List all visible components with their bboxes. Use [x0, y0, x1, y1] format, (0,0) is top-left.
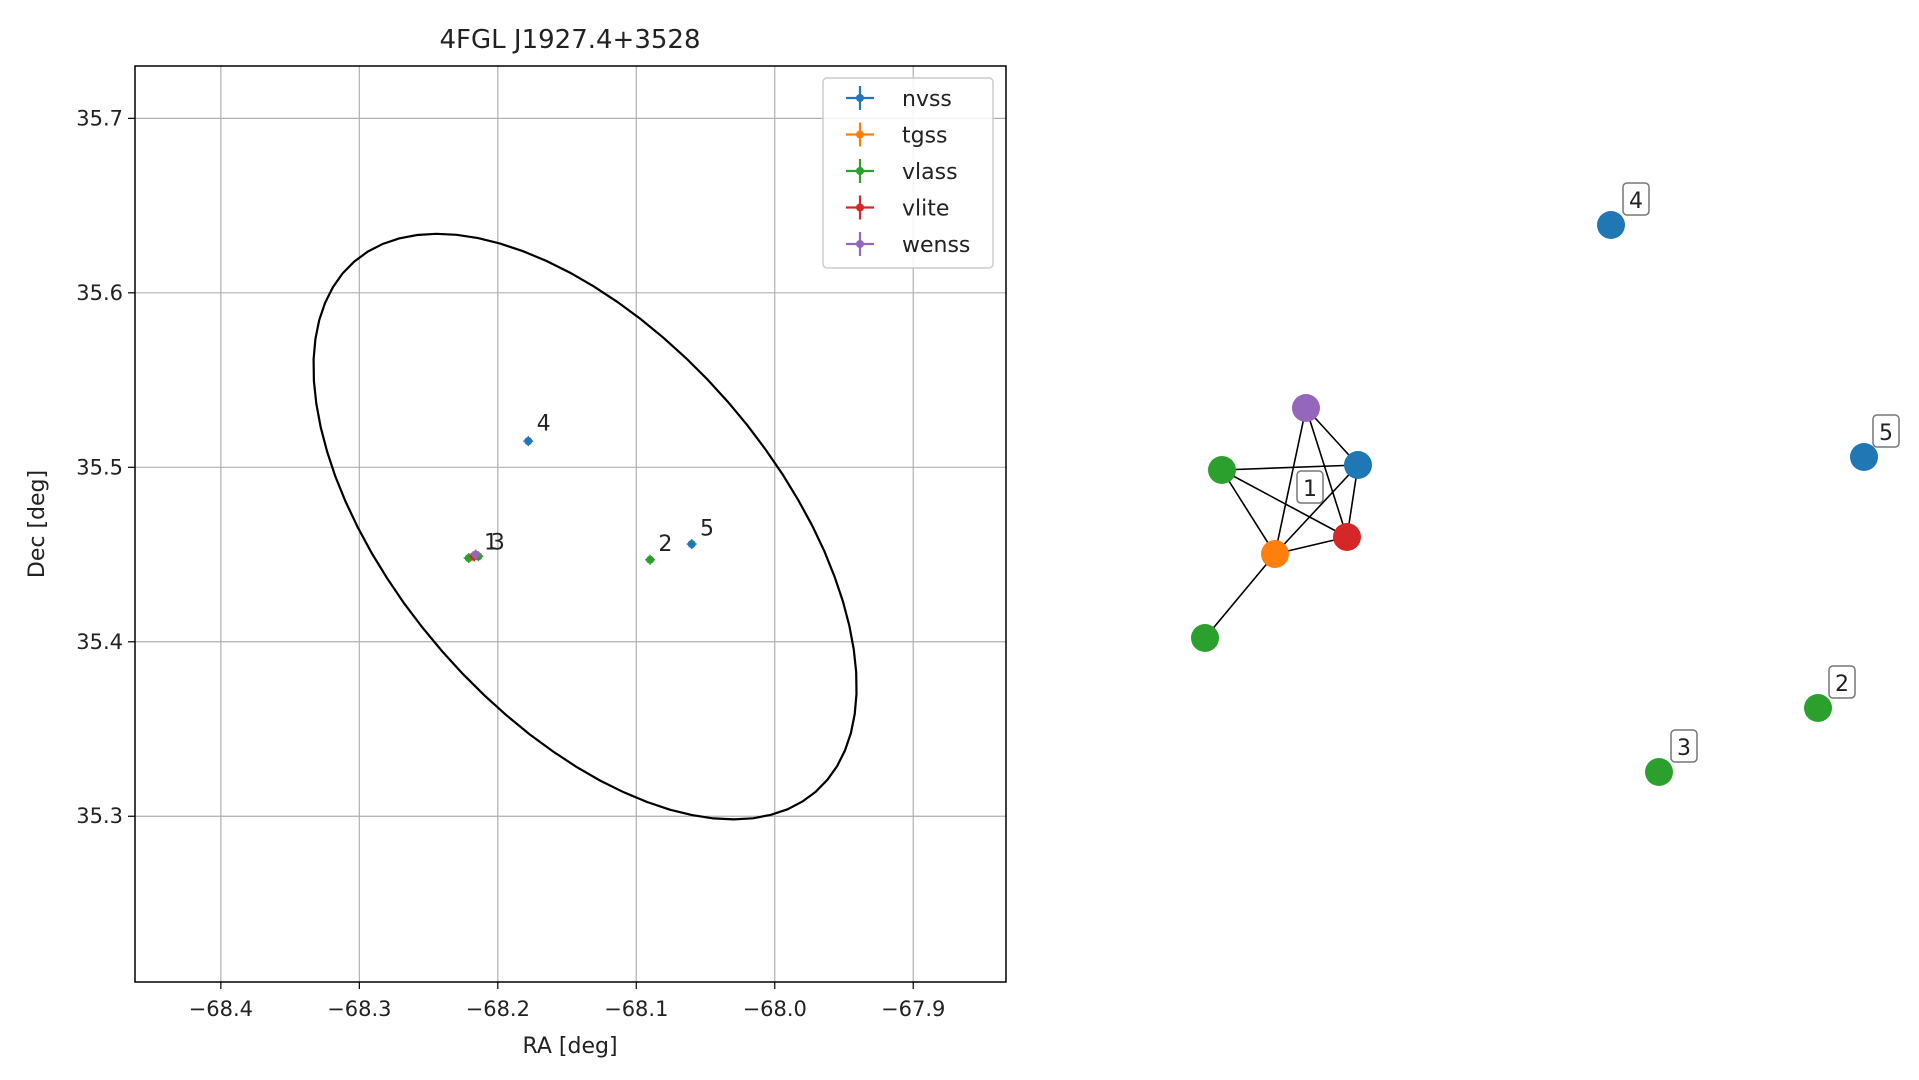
point-annotation: 5 [700, 516, 714, 541]
x-tick-label: −68.3 [327, 997, 391, 1021]
x-tick-label: −68.2 [466, 997, 530, 1021]
graph-nodes [1191, 211, 1878, 786]
graph-node [1191, 624, 1219, 652]
data-point-vlass [646, 555, 655, 564]
y-tick-label: 35.6 [76, 281, 123, 305]
scatter-chart: 13 4 2 5 −68.4 −68.3 −68.2 −68.1 −68.0 −67.9 35.3… [25, 25, 1007, 1059]
graph-label-box [1828, 665, 1856, 699]
graph-labels: 1 4 5 2 3 [1296, 182, 1900, 763]
graph-label-box [1296, 470, 1324, 504]
graph-label-box [1670, 729, 1698, 763]
point-annotation: 1 [484, 530, 498, 555]
legend-items: nvss tgss vlass vlite wenss [846, 86, 970, 258]
x-tick-label: −68.4 [189, 997, 253, 1021]
data-point-nvss [687, 540, 696, 549]
graph-node [1208, 456, 1236, 484]
confidence-ellipse-group [312, 232, 858, 821]
x-tick-label: −67.9 [881, 997, 945, 1021]
chart-title: 4FGL J1927.4+3528 [440, 25, 701, 55]
legend-label: tgss [902, 124, 948, 149]
graph-node [1292, 394, 1320, 422]
graph-label: 5 [1879, 421, 1893, 446]
confidence-ellipse [312, 232, 858, 821]
graph-label-box [1872, 414, 1900, 448]
graph-label: 3 [1677, 736, 1691, 761]
legend-marker-dot [856, 203, 864, 212]
data-point-wenss [471, 550, 480, 559]
graph-node [1344, 451, 1372, 479]
graph-node [1597, 211, 1625, 239]
graph-edge [1274, 464, 1359, 555]
graph-node [1645, 758, 1673, 786]
legend-box [822, 77, 994, 269]
legend-marker-dot [856, 240, 864, 248]
point-annotations: 13 4 2 5 [484, 412, 714, 557]
graph-edge [1305, 407, 1348, 538]
point-annotation: 3 [491, 530, 505, 555]
graph-label: 1 [1303, 477, 1317, 502]
graph-node [1333, 523, 1361, 551]
point-annotation: 4 [537, 412, 551, 437]
legend-marker-dot [856, 167, 864, 175]
axes-frame [134, 65, 1007, 983]
graph-label: 4 [1629, 189, 1643, 214]
y-tick-label: 35.4 [76, 630, 123, 654]
data-point-nvss [524, 437, 533, 446]
x-tick-label: −68.1 [604, 997, 668, 1021]
legend-label: wenss [902, 233, 970, 258]
point-annotation: 2 [658, 532, 672, 557]
legend-marker-dot [856, 94, 864, 102]
data-points [463, 436, 697, 565]
legend-marker-dot [856, 130, 864, 139]
graph-edge [1221, 464, 1359, 471]
legend-label: vlite [902, 197, 949, 222]
y-tick-label: 35.5 [76, 455, 123, 479]
y-tick-label: 35.3 [76, 804, 123, 828]
graph-node [1261, 540, 1289, 568]
legend-label: vlass [902, 160, 958, 185]
y-axis-label: Dec [deg] [25, 470, 50, 578]
axis-ticks: −68.4 −68.3 −68.2 −68.1 −68.0 −67.935.335.435… [76, 106, 945, 1021]
x-axis-label: RA [deg] [522, 1034, 617, 1059]
graph-edge [1274, 407, 1307, 555]
y-tick-label: 35.7 [76, 106, 123, 130]
graph-node [1804, 694, 1832, 722]
graph-node [1850, 443, 1878, 471]
graph-edge [1221, 469, 1276, 555]
network-graph: 1 4 5 2 3 [1191, 182, 1900, 786]
x-tick-label: −68.0 [743, 997, 807, 1021]
legend: nvss tgss vlass vlite wenss [822, 77, 994, 269]
graph-label-box [1622, 182, 1650, 216]
graph-edge [1221, 469, 1348, 538]
graph-label: 2 [1835, 672, 1849, 697]
legend-label: nvss [902, 87, 952, 112]
graph-edge [1204, 553, 1276, 639]
